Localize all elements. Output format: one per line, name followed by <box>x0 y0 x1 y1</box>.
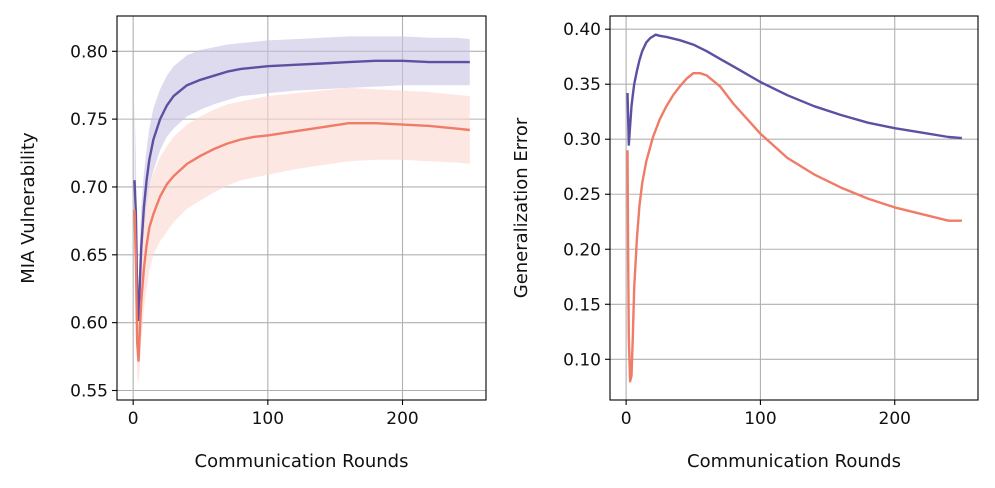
purple-confidence-band <box>134 36 470 344</box>
y-tick-label: 0.75 <box>70 110 108 130</box>
x-tick-label: 200 <box>386 409 418 429</box>
plot-area <box>626 33 962 383</box>
axes-frame <box>609 15 979 401</box>
y-tick-label: 0.35 <box>563 75 601 95</box>
y-axis-label: MIA Vulnerability <box>18 132 39 284</box>
y-tick-label: 0.20 <box>563 240 601 260</box>
y-tick-label: 0.70 <box>70 178 108 198</box>
left-panel-mia-vulnerability: 0 100 200 0.55 0.60 0.65 0.70 0.75 0.80 Communica… <box>18 15 487 472</box>
y-tick-label: 0.80 <box>70 42 108 62</box>
y-tick-label: 0.65 <box>70 246 108 266</box>
x-tick-label: 100 <box>744 409 776 429</box>
purple-series-line <box>133 59 470 322</box>
salmon-series-line <box>626 72 962 383</box>
x-tick-label: 0 <box>621 409 632 429</box>
x-tick-label: 100 <box>252 409 284 429</box>
right-panel-generalization-error: 0 100 200 0.10 0.15 0.20 0.25 0.30 0.35 0.40 Commu… <box>511 15 979 472</box>
salmon-series-line <box>133 122 470 362</box>
x-axis-label: Communication Rounds <box>195 451 409 472</box>
purple-series-line <box>626 33 962 146</box>
x-axis-label: Communication Rounds <box>687 451 901 472</box>
y-tick-label: 0.55 <box>70 382 108 402</box>
y-tick-label: 0.30 <box>563 130 601 150</box>
y-tick-label: 0.25 <box>563 185 601 205</box>
y-tick-label: 0.60 <box>70 314 108 334</box>
y-tick-label: 0.10 <box>563 350 601 370</box>
y-tick-label: 0.40 <box>563 20 601 40</box>
y-axis-label: Generalization Error <box>511 117 532 298</box>
x-tick-label: 200 <box>879 409 911 429</box>
plot-area <box>133 36 470 384</box>
y-tick-label: 0.15 <box>563 295 601 315</box>
x-tick-label: 0 <box>128 409 139 429</box>
axes-frame <box>116 15 487 401</box>
salmon-confidence-band <box>134 87 470 384</box>
